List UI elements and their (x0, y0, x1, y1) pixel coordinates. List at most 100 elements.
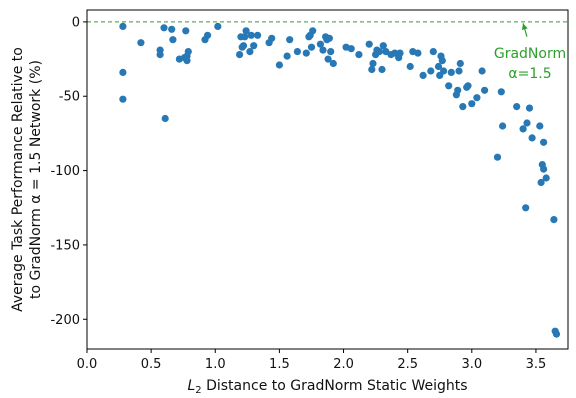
data-point (293, 48, 301, 56)
data-point (316, 40, 324, 48)
x-axis-label-subscript: 2 (195, 385, 201, 396)
data-point (522, 204, 530, 212)
data-point (519, 125, 527, 133)
data-point (542, 174, 550, 182)
data-point (168, 25, 176, 33)
data-point (552, 330, 561, 338)
data-point (236, 51, 244, 59)
y-tick-label: -50 (59, 90, 80, 105)
data-point (540, 138, 548, 146)
data-point (161, 114, 169, 123)
data-point (369, 59, 377, 68)
data-point (427, 67, 435, 75)
data-point (347, 45, 355, 53)
x-tick-label: 0.0 (77, 357, 98, 372)
x-tick-label: 2.5 (397, 357, 418, 372)
x-tick-label: 3.0 (461, 357, 482, 372)
data-point (497, 88, 505, 96)
annotation-label-line1: GradNorm (494, 46, 566, 62)
data-point (454, 86, 462, 94)
y-tick-label: -150 (50, 238, 80, 253)
data-point (523, 119, 531, 127)
data-point (378, 65, 386, 74)
data-point (499, 122, 507, 130)
data-point (540, 165, 548, 173)
x-axis-label-main: L (187, 378, 195, 394)
data-point (375, 48, 383, 56)
data-point (473, 94, 481, 102)
data-point (396, 49, 404, 57)
data-point (268, 34, 276, 42)
data-point (247, 31, 255, 39)
data-point (481, 86, 489, 94)
data-point (355, 51, 363, 59)
data-point (379, 42, 387, 50)
x-tick-label: 2.0 (333, 357, 354, 372)
data-point (119, 95, 127, 103)
data-point (537, 178, 545, 187)
data-point (445, 82, 453, 90)
data-point (275, 61, 283, 69)
data-point (438, 57, 446, 65)
data-point (250, 42, 258, 50)
data-points (119, 22, 561, 338)
annotation-arrowhead (521, 23, 528, 30)
data-point (160, 24, 168, 32)
data-point (550, 216, 558, 224)
x-tick-label: 0.5 (141, 357, 162, 372)
data-point (325, 34, 333, 42)
data-point (536, 122, 544, 130)
data-point (414, 49, 422, 57)
y-tick-label: -100 (50, 164, 80, 179)
data-point (406, 62, 414, 71)
data-point (302, 49, 310, 57)
data-point (319, 46, 327, 54)
data-point (286, 36, 294, 44)
data-point (214, 22, 222, 30)
data-point (468, 100, 476, 108)
data-point (137, 39, 145, 47)
y-tick-label: -200 (50, 313, 80, 328)
data-point (429, 48, 437, 56)
data-point (447, 68, 455, 76)
y-tick-label: 0 (72, 15, 80, 30)
data-point (183, 52, 191, 60)
data-point (459, 103, 467, 111)
y-axis-label-line1: Average Task Performance Relative to (10, 47, 26, 312)
data-point (434, 62, 443, 71)
data-point (241, 33, 249, 41)
data-point (283, 52, 291, 60)
data-point (368, 65, 376, 74)
data-point (307, 43, 316, 51)
data-point (169, 36, 177, 44)
data-point (493, 153, 502, 161)
data-point (156, 51, 164, 59)
x-tick-label: 1.5 (269, 357, 290, 372)
data-point (528, 134, 536, 142)
data-point (478, 67, 486, 75)
data-point (182, 27, 190, 35)
x-axis-label: L2 Distance to GradNorm Static Weights (187, 378, 467, 396)
data-point (242, 27, 250, 35)
data-point (440, 67, 448, 75)
gradnorm-annotation: GradNorm α=1.5 (494, 23, 566, 82)
data-point (309, 27, 317, 35)
data-point (119, 68, 127, 76)
data-point (254, 31, 262, 39)
data-point (119, 22, 127, 30)
axis-ticks: 0.0 0.5 1.0 1.5 2.0 2.5 3.0 3.5 0 -50 -100 -150 -200 (50, 15, 546, 372)
y-axis-label-line2: to GradNorm α = 1.5 Network (%) (28, 60, 44, 299)
data-point (204, 31, 212, 39)
data-point (513, 103, 521, 111)
data-point (456, 59, 464, 68)
data-point (239, 42, 248, 50)
data-point (464, 82, 472, 90)
x-axis-label-rest: Distance to GradNorm Static Weights (202, 378, 468, 394)
data-point (327, 48, 335, 56)
data-point (246, 48, 254, 56)
data-point (324, 55, 332, 63)
data-point (365, 40, 373, 48)
x-tick-label: 1.0 (205, 357, 226, 372)
data-point (455, 67, 463, 75)
